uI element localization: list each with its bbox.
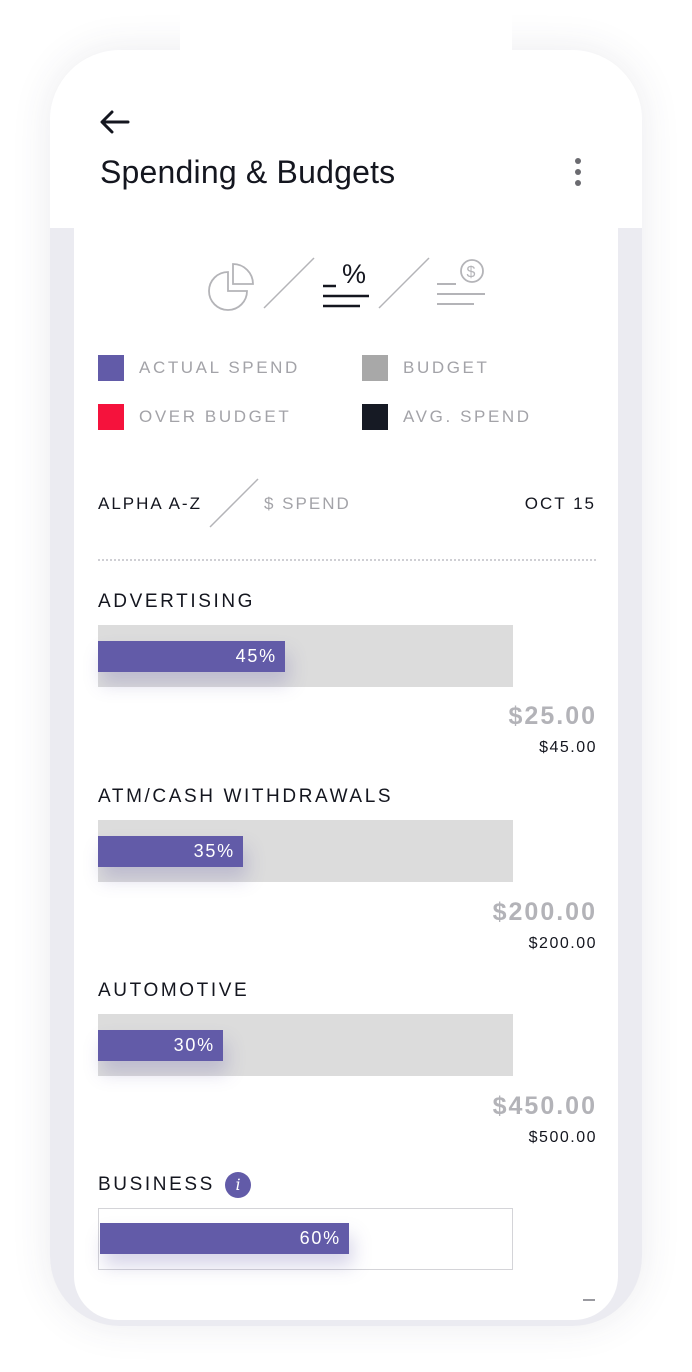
divider-slash bbox=[378, 257, 430, 309]
budget-track[interactable]: 45% bbox=[98, 625, 513, 687]
pie-chart-icon bbox=[208, 263, 254, 311]
actual-spend-bar: 60% bbox=[100, 1223, 349, 1254]
device-notch-area bbox=[180, 0, 512, 50]
dollar-list-icon: $ bbox=[437, 259, 485, 305]
budget-track[interactable]: 30% bbox=[98, 1014, 513, 1076]
divider-slash bbox=[263, 257, 315, 309]
view-percent-button[interactable]: % bbox=[320, 252, 372, 312]
scroll-indicator bbox=[583, 1299, 595, 1301]
category-name: ADVERTISING bbox=[98, 591, 256, 612]
budget-track[interactable]: 60% bbox=[98, 1208, 513, 1270]
legend-label-avg-spend: AVG. SPEND bbox=[403, 407, 532, 426]
sort-spend-button[interactable]: $ SPEND bbox=[264, 494, 351, 513]
actual-spend-bar: 30% bbox=[98, 1030, 223, 1061]
divider-slash bbox=[209, 478, 259, 528]
info-icon[interactable]: i bbox=[225, 1172, 251, 1198]
svg-text:$: $ bbox=[467, 264, 476, 281]
percent-label: 30% bbox=[173, 1035, 215, 1055]
legend-label-actual-spend: ACTUAL SPEND bbox=[139, 358, 300, 377]
percent-label: 60% bbox=[299, 1228, 341, 1248]
budget-amount: $500.00 bbox=[528, 1129, 597, 1146]
more-options-button[interactable] bbox=[566, 154, 590, 190]
actual-amount: $200.00 bbox=[492, 898, 597, 926]
actual-amount: $25.00 bbox=[508, 702, 597, 730]
actual-spend-bar: 35% bbox=[98, 836, 243, 867]
category-name: ATM/CASH WITHDRAWALS bbox=[98, 786, 394, 807]
budget-amount: $200.00 bbox=[528, 935, 597, 952]
percent-list-icon: % bbox=[323, 259, 369, 308]
legend-swatch-over-budget bbox=[98, 404, 124, 430]
date-label[interactable]: OCT 15 bbox=[524, 494, 596, 513]
view-pie-chart-button[interactable] bbox=[204, 252, 258, 312]
divider bbox=[98, 559, 596, 561]
actual-amount: $450.00 bbox=[492, 1092, 597, 1120]
budget-amount: $45.00 bbox=[539, 739, 597, 756]
sort-alpha-button[interactable]: ALPHA A-Z bbox=[98, 494, 202, 513]
page-title: Spending & Budgets bbox=[100, 154, 396, 190]
arrow-left-icon bbox=[100, 110, 130, 134]
category-name: AUTOMOTIVE bbox=[98, 980, 250, 1001]
legend-label-over-budget: OVER BUDGET bbox=[139, 407, 292, 426]
view-dollar-button[interactable]: $ bbox=[434, 252, 488, 312]
app-header bbox=[50, 50, 642, 228]
back-button[interactable] bbox=[98, 104, 134, 140]
more-vertical-icon bbox=[575, 158, 581, 164]
legend-swatch-budget bbox=[362, 355, 388, 381]
svg-text:%: % bbox=[342, 259, 366, 289]
budget-track[interactable]: 35% bbox=[98, 820, 513, 882]
percent-label: 35% bbox=[193, 841, 235, 861]
actual-spend-bar: 45% bbox=[98, 641, 285, 672]
category-name: BUSINESS bbox=[98, 1174, 215, 1195]
content-card bbox=[74, 226, 618, 1320]
legend-swatch-actual-spend bbox=[98, 355, 124, 381]
legend-label-budget: BUDGET bbox=[403, 358, 490, 377]
percent-label: 45% bbox=[235, 646, 277, 666]
legend-swatch-avg-spend bbox=[362, 404, 388, 430]
